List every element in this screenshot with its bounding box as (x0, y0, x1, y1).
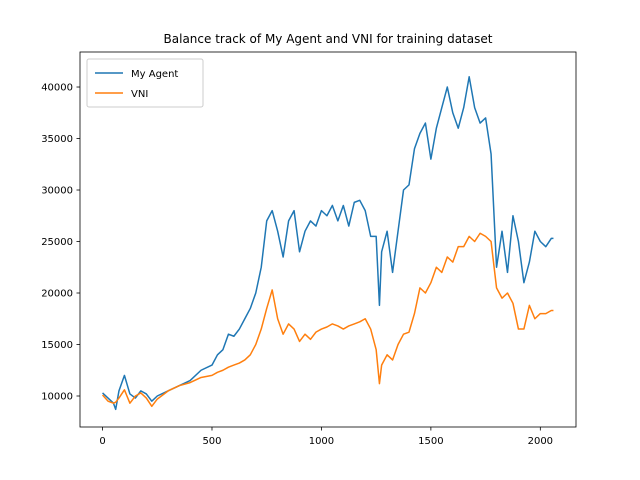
y-tick-label: 35000 (41, 134, 73, 145)
series-line (101, 232, 554, 408)
chart-title: Balance track of My Agent and VNI for tr… (164, 32, 493, 46)
y-tick-label: 10000 (41, 391, 73, 402)
legend-label: My Agent (131, 69, 178, 80)
legend: My Agent VNI (86, 58, 204, 108)
x-tick-label: 2000 (528, 436, 553, 447)
y-tick-label: 30000 (41, 186, 73, 197)
legend-label: VNI (131, 89, 148, 100)
x-tick-label: 0 (99, 436, 105, 447)
y-tick-label: 20000 (41, 289, 73, 300)
x-tick-label: 1000 (309, 436, 334, 447)
legend-box (86, 58, 204, 108)
y-tick-label: 25000 (41, 237, 73, 248)
x-tick-label: 1500 (418, 436, 443, 447)
x-tick-label: 500 (202, 436, 221, 447)
y-tick-label: 40000 (41, 83, 73, 94)
plot-frame (79, 51, 577, 428)
y-tick-label: 15000 (41, 340, 73, 351)
